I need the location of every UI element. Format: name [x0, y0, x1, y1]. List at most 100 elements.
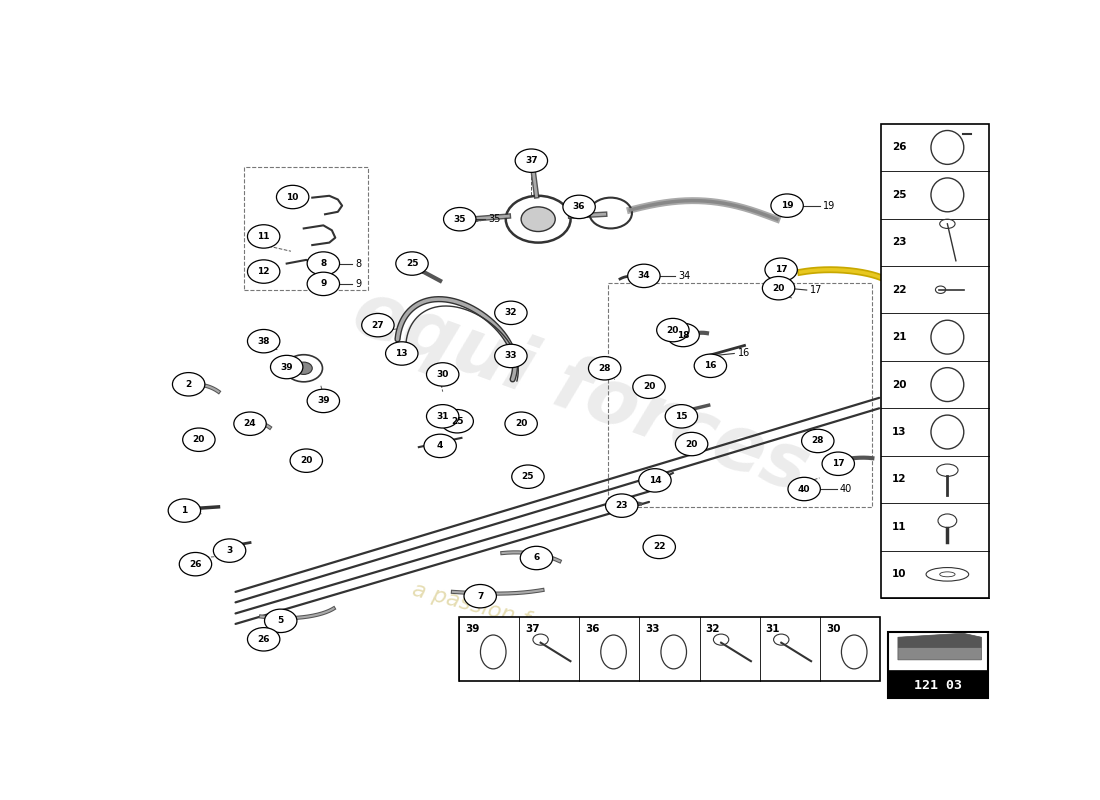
Circle shape	[213, 539, 245, 562]
Circle shape	[563, 195, 595, 218]
Text: 6: 6	[534, 554, 540, 562]
Circle shape	[179, 553, 211, 576]
Text: 33: 33	[646, 624, 660, 634]
Text: 40: 40	[840, 484, 852, 494]
Circle shape	[464, 585, 496, 608]
Circle shape	[675, 432, 707, 456]
Circle shape	[639, 469, 671, 492]
Text: 11: 11	[892, 522, 906, 532]
Text: 18: 18	[676, 330, 690, 339]
Circle shape	[307, 252, 340, 275]
Text: 20: 20	[642, 382, 656, 391]
Text: 25: 25	[521, 472, 535, 481]
Text: 3: 3	[227, 546, 233, 555]
Text: 25: 25	[451, 417, 463, 426]
Circle shape	[512, 465, 544, 488]
Text: equi forces: equi forces	[343, 275, 818, 509]
Circle shape	[505, 412, 537, 435]
Circle shape	[234, 412, 266, 435]
Text: 26: 26	[189, 560, 201, 569]
Text: 26: 26	[892, 142, 906, 153]
Text: 17: 17	[832, 459, 845, 468]
Text: 9: 9	[320, 279, 327, 288]
Text: 35: 35	[453, 214, 466, 224]
Circle shape	[802, 430, 834, 453]
Circle shape	[168, 499, 200, 522]
Text: 35: 35	[488, 214, 502, 224]
Text: 14: 14	[649, 476, 661, 485]
Text: 39: 39	[317, 397, 330, 406]
Text: 28: 28	[598, 364, 611, 373]
FancyBboxPatch shape	[888, 632, 988, 670]
Circle shape	[443, 207, 476, 231]
Text: 13: 13	[396, 349, 408, 358]
Circle shape	[396, 252, 428, 275]
Text: 16: 16	[738, 349, 750, 358]
Text: 15: 15	[675, 412, 688, 421]
Circle shape	[362, 314, 394, 337]
Text: 22: 22	[892, 285, 906, 294]
Circle shape	[264, 609, 297, 633]
Circle shape	[644, 535, 675, 558]
Text: 34: 34	[678, 271, 690, 281]
FancyBboxPatch shape	[881, 124, 989, 598]
Circle shape	[515, 149, 548, 172]
Circle shape	[605, 494, 638, 518]
Circle shape	[290, 449, 322, 472]
Text: 1: 1	[182, 506, 187, 515]
Circle shape	[295, 362, 312, 374]
Text: 36: 36	[573, 202, 585, 211]
Text: 12: 12	[257, 267, 270, 276]
Text: 39: 39	[465, 624, 480, 634]
Circle shape	[248, 628, 279, 651]
Text: 26: 26	[257, 635, 270, 644]
Text: 5: 5	[277, 616, 284, 626]
Text: a passion for parts, 1985: a passion for parts, 1985	[409, 580, 684, 671]
Text: 39: 39	[280, 362, 293, 371]
Text: 30: 30	[826, 624, 840, 634]
Text: 23: 23	[892, 238, 906, 247]
Circle shape	[495, 344, 527, 368]
Circle shape	[271, 355, 303, 378]
Text: 30: 30	[437, 370, 449, 379]
Text: 36: 36	[585, 624, 600, 634]
Circle shape	[694, 354, 727, 378]
Circle shape	[657, 318, 689, 342]
Text: 12: 12	[892, 474, 906, 485]
Text: 37: 37	[525, 156, 538, 165]
Text: 32: 32	[705, 624, 720, 634]
Text: 23: 23	[616, 501, 628, 510]
Text: 28: 28	[812, 437, 824, 446]
Circle shape	[495, 301, 527, 325]
Circle shape	[427, 405, 459, 428]
Text: 20: 20	[667, 326, 679, 334]
Circle shape	[667, 323, 700, 346]
Text: 2: 2	[186, 380, 191, 389]
Text: 9: 9	[355, 279, 362, 289]
Text: 10: 10	[286, 193, 299, 202]
Circle shape	[666, 405, 697, 428]
Text: 37: 37	[525, 624, 540, 634]
Circle shape	[588, 357, 620, 380]
Circle shape	[441, 410, 473, 433]
Text: 24: 24	[244, 419, 256, 428]
Text: 20: 20	[892, 379, 906, 390]
Circle shape	[424, 434, 456, 458]
Text: 13: 13	[892, 427, 906, 437]
Text: 25: 25	[406, 259, 418, 268]
Text: 22: 22	[653, 542, 666, 551]
Circle shape	[427, 362, 459, 386]
Text: 20: 20	[772, 284, 784, 293]
Text: 7: 7	[477, 592, 483, 601]
Text: 19: 19	[781, 201, 793, 210]
Text: 121 03: 121 03	[914, 678, 962, 692]
Text: 21: 21	[892, 332, 906, 342]
Text: 10: 10	[892, 570, 906, 579]
Circle shape	[307, 390, 340, 413]
FancyBboxPatch shape	[459, 617, 880, 682]
Circle shape	[183, 428, 216, 451]
FancyBboxPatch shape	[888, 670, 988, 698]
Text: 34: 34	[638, 271, 650, 280]
Text: 17: 17	[810, 285, 823, 295]
Circle shape	[628, 264, 660, 287]
